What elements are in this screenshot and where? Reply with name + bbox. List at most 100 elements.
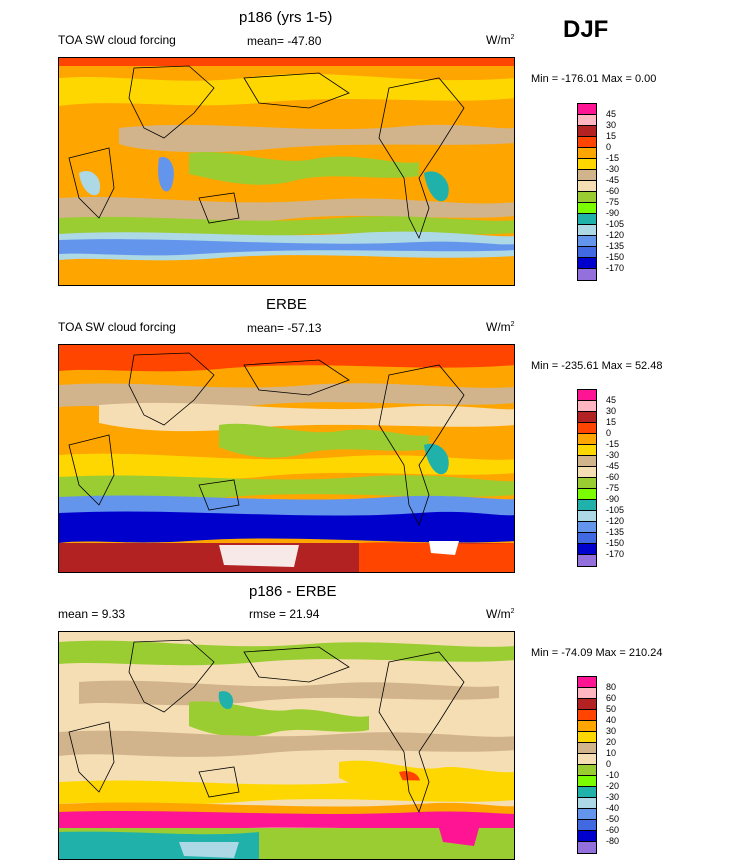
panel3-cbar-swatch: [578, 765, 596, 776]
panel2-cbar-swatch: [578, 401, 596, 412]
panel3-center-label: rmse = 21.94: [249, 607, 320, 621]
panel3-cbar-swatch: [578, 732, 596, 743]
panel2-cbar-tick: -15: [606, 439, 620, 449]
panel1-cbar-swatch: [578, 258, 596, 269]
panel3-cbar-swatch: [578, 776, 596, 787]
panel3-left-label: mean = 9.33: [58, 607, 126, 621]
panel2-cbar-tick: -120: [606, 516, 625, 526]
panel1-cbar-swatch: [578, 104, 596, 115]
panel2-left-label: TOA SW cloud forcing: [58, 320, 176, 334]
panel3-cbar-swatch: [578, 699, 596, 710]
panel1-cbar-swatch: [578, 236, 596, 247]
panel3-cbar-swatch: [578, 842, 596, 853]
panel2-cbar-swatch: [578, 434, 596, 445]
panel1-cbar-swatch: [578, 225, 596, 236]
panel2-cbar-tick: -135: [606, 527, 625, 537]
panel3-cbar-tick: 50: [606, 704, 617, 714]
panel2-cbar-tick: -60: [606, 472, 620, 482]
panel2-cbar-swatch: [578, 445, 596, 456]
panel1-cbar-tick: -75: [606, 197, 620, 207]
panel2-cbar-tick: -170: [606, 549, 625, 559]
panel1-cbar-swatch: [578, 181, 596, 192]
panel3-cbar-swatch: [578, 743, 596, 754]
panel2-cbar-tick: 30: [606, 406, 617, 416]
panel1-map: [58, 57, 515, 286]
panel2-cbar-tick: -30: [606, 450, 620, 460]
panel2-cbar-tick: -75: [606, 483, 620, 493]
panel2-cbar-swatch: [578, 533, 596, 544]
panel3-cbar-tick: -50: [606, 814, 620, 824]
panel3-cbar-swatch: [578, 677, 596, 688]
panel1-cbar-swatch: [578, 269, 596, 280]
panel3-units: W/m2: [486, 607, 515, 621]
panel3-map: [58, 631, 515, 860]
panel1-colorbar: [577, 103, 597, 281]
panel1-cbar-swatch: [578, 170, 596, 181]
panel2-cbar-swatch: [578, 511, 596, 522]
panel1-center-label: mean= -47.80: [247, 34, 322, 48]
panel1-cbar-tick: -30: [606, 164, 620, 174]
panel2-cbar-tick: 15: [606, 417, 617, 427]
panel2-cbar-tick: -45: [606, 461, 620, 471]
panel3-cbar-tick: 0: [606, 759, 612, 769]
panel1-cbar-tick: -170: [606, 263, 625, 273]
panel1-cbar-tick: -15: [606, 153, 620, 163]
panel1-cbar-swatch: [578, 159, 596, 170]
panel1-cbar-swatch: [578, 192, 596, 203]
panel3-cbar-swatch: [578, 809, 596, 820]
panel2-cbar-swatch: [578, 467, 596, 478]
panel1-cbar-tick: 30: [606, 120, 617, 130]
panel1-units: W/m2: [486, 33, 515, 47]
panel2-map: [58, 344, 515, 573]
panel2-cbar-swatch: [578, 500, 596, 511]
panel1-cbar-tick: -60: [606, 186, 620, 196]
panel1-cbar-tick: 0: [606, 142, 612, 152]
panel1-left-label: TOA SW cloud forcing: [58, 33, 176, 47]
panel3-colorbar: [577, 676, 597, 854]
panel2-cbar-tick: 45: [606, 395, 617, 405]
panel1-cbar-tick: -105: [606, 219, 625, 229]
panel2-cbar-swatch: [578, 478, 596, 489]
panel1-cbar-swatch: [578, 214, 596, 225]
panel1-cbar-tick: -135: [606, 241, 625, 251]
panel3-cbar-tick: 40: [606, 715, 617, 725]
panel3-cbar-tick: 60: [606, 693, 617, 703]
panel3-cbar-tick: -60: [606, 825, 620, 835]
panel3-cbar-swatch: [578, 787, 596, 798]
panel1-cbar-swatch: [578, 247, 596, 258]
panel2-cbar-swatch: [578, 423, 596, 434]
panel2-cbar-swatch: [578, 456, 596, 467]
panel1-cbar-swatch: [578, 115, 596, 126]
panel3-cbar-tick: -40: [606, 803, 620, 813]
panel2-colorbar: [577, 389, 597, 567]
panel3-cbar-tick: 20: [606, 737, 617, 747]
panel1-cbar-tick: -90: [606, 208, 620, 218]
panel1-cbar-tick: 45: [606, 109, 617, 119]
panel3-cbar-swatch: [578, 710, 596, 721]
panel2-cbar-tick: -105: [606, 505, 625, 515]
season-label: DJF: [563, 16, 609, 43]
panel3-cbar-tick: 30: [606, 726, 617, 736]
panel3-cbar-swatch: [578, 688, 596, 699]
panel2-cbar-swatch: [578, 544, 596, 555]
panel1-title: p186 (yrs 1-5): [239, 9, 333, 26]
panel1-minmax: Min = -176.01 Max = 0.00: [531, 73, 657, 85]
panel3-cbar-tick: 10: [606, 748, 617, 758]
panel1-cbar-tick: -120: [606, 230, 625, 240]
panel3-cbar-swatch: [578, 721, 596, 732]
panel1-cbar-swatch: [578, 203, 596, 214]
panel2-minmax: Min = -235.61 Max = 52.48: [531, 360, 663, 372]
panel2-center-label: mean= -57.13: [247, 321, 322, 335]
panel3-cbar-tick: -20: [606, 781, 620, 791]
panel3-cbar-tick: -10: [606, 770, 620, 780]
panel1-cbar-swatch: [578, 126, 596, 137]
panel2-cbar-swatch: [578, 412, 596, 423]
panel2-cbar-tick: -90: [606, 494, 620, 504]
panel3-cbar-tick: -80: [606, 836, 620, 846]
panel3-cbar-swatch: [578, 754, 596, 765]
panel2-cbar-swatch: [578, 390, 596, 401]
panel1-cbar-swatch: [578, 137, 596, 148]
panel3-cbar-tick: 80: [606, 682, 617, 692]
panel1-cbar-tick: 15: [606, 131, 617, 141]
panel2-cbar-swatch: [578, 489, 596, 500]
